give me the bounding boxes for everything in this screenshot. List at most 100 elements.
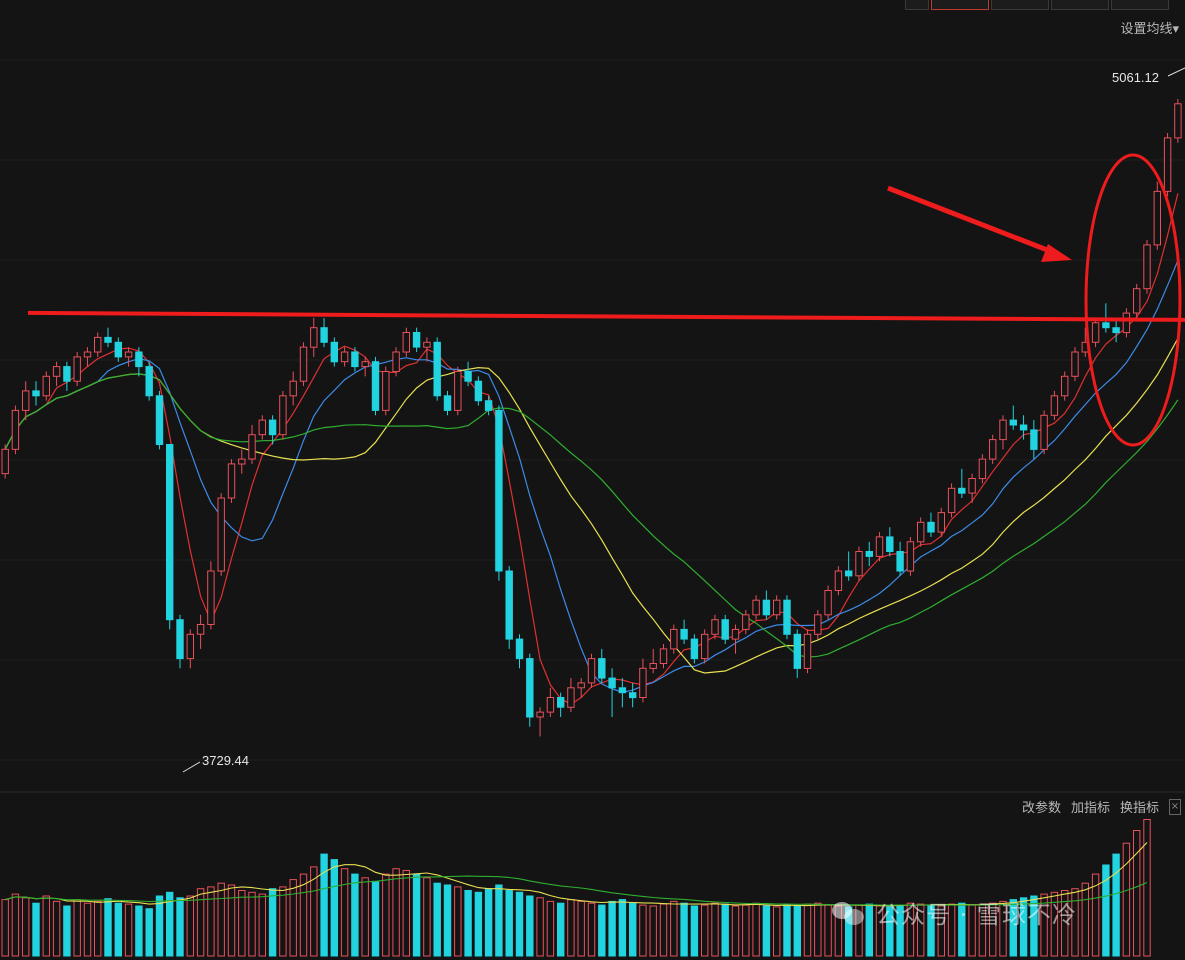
- volume-bar: [731, 905, 740, 957]
- candle: [42, 371, 50, 401]
- tab-4[interactable]: [1051, 0, 1109, 10]
- candle-body: [937, 512, 945, 533]
- candle-body: [639, 667, 647, 698]
- candle: [927, 512, 935, 537]
- volume-bar: [217, 882, 225, 957]
- candle-body: [124, 351, 133, 358]
- candle: [783, 595, 791, 640]
- volume-bar: [1122, 842, 1131, 957]
- candle-body: [320, 327, 328, 343]
- tab-5[interactable]: [1111, 0, 1169, 10]
- candle: [680, 619, 688, 644]
- candle: [886, 527, 894, 557]
- volume-bar: [1019, 897, 1028, 957]
- edit-params-button[interactable]: 改参数: [1021, 801, 1061, 816]
- candle-body: [145, 366, 153, 397]
- volume-bar: [351, 873, 359, 957]
- volume-bar: [484, 888, 493, 957]
- candle-body: [227, 463, 236, 499]
- tab-1[interactable]: [905, 0, 929, 10]
- volume-bar: [886, 906, 894, 957]
- candle: [536, 707, 544, 737]
- candle-body: [1174, 103, 1182, 139]
- volume-bars: [1, 819, 1151, 957]
- candle: [1030, 420, 1038, 460]
- candle: [629, 682, 637, 708]
- volume-bar: [124, 903, 133, 957]
- candle: [268, 415, 277, 445]
- candle-body: [166, 444, 174, 621]
- candle-body: [968, 478, 976, 494]
- volume-bar: [382, 873, 390, 957]
- volume-bar: [865, 903, 873, 957]
- candle: [505, 566, 513, 649]
- tab-3[interactable]: [991, 0, 1049, 10]
- candle: [443, 390, 452, 416]
- volume-bar: [680, 902, 688, 957]
- volume-bar: [104, 898, 112, 957]
- change-indicator-button[interactable]: 换指标: [1119, 801, 1159, 816]
- candle: [361, 356, 369, 377]
- volume-bar: [659, 903, 668, 957]
- volume-bar: [310, 866, 318, 957]
- candle-body: [649, 663, 657, 669]
- volume-bar: [598, 904, 606, 957]
- candle-body: [855, 551, 863, 577]
- volume-bar: [1040, 893, 1048, 957]
- volume-bar: [94, 900, 102, 957]
- ma-settings-button[interactable]: 设置均线▾: [1120, 22, 1179, 37]
- volume-bar: [268, 888, 277, 957]
- candle: [94, 332, 102, 357]
- add-indicator-button[interactable]: 加指标: [1070, 801, 1110, 816]
- volume-bar: [52, 900, 61, 957]
- candle: [83, 347, 92, 367]
- volume-bar: [423, 877, 431, 957]
- candle-body: [361, 361, 369, 368]
- candle: [114, 337, 122, 362]
- volume-bar: [783, 904, 791, 957]
- candle-body: [814, 614, 822, 635]
- volume-bar: [238, 890, 246, 957]
- candle-body: [608, 677, 616, 689]
- volume-bar: [135, 905, 143, 957]
- volume-bar: [392, 868, 400, 957]
- candle-body: [423, 341, 431, 348]
- candle: [176, 614, 184, 669]
- candle: [937, 507, 945, 537]
- candle: [515, 634, 524, 669]
- volume-bar: [474, 891, 483, 957]
- volume-bar: [1061, 890, 1069, 957]
- candle-body: [803, 633, 812, 669]
- candle: [320, 317, 328, 348]
- candle: [701, 629, 709, 664]
- candle-body: [762, 599, 771, 616]
- candle-body: [865, 551, 873, 557]
- candle-body: [690, 638, 699, 660]
- volume-bar: [515, 891, 524, 957]
- volume-bar: [155, 895, 164, 957]
- candle-body: [433, 341, 441, 397]
- candle-body: [42, 375, 50, 397]
- candle-body: [1133, 288, 1141, 314]
- volume-bar: [629, 902, 637, 957]
- candle: [649, 648, 657, 674]
- candle: [135, 347, 143, 377]
- candle-body: [536, 711, 544, 718]
- tab-2[interactable]: [931, 0, 989, 10]
- candle-body: [711, 619, 719, 635]
- candle-body: [52, 366, 61, 377]
- volume-bar: [330, 859, 339, 957]
- candle-body: [63, 366, 71, 382]
- candle: [577, 678, 585, 698]
- candle-body: [443, 395, 452, 411]
- resistance-line: [27, 310, 1185, 322]
- candle-body: [289, 380, 297, 397]
- candle-body: [505, 570, 513, 640]
- close-icon[interactable]: ×: [1169, 798, 1181, 815]
- volume-bar: [32, 902, 40, 957]
- candle-body: [1112, 327, 1120, 334]
- volume-ma-lines: [4, 842, 1148, 907]
- candle-body: [207, 570, 215, 625]
- volume-bar: [742, 904, 750, 957]
